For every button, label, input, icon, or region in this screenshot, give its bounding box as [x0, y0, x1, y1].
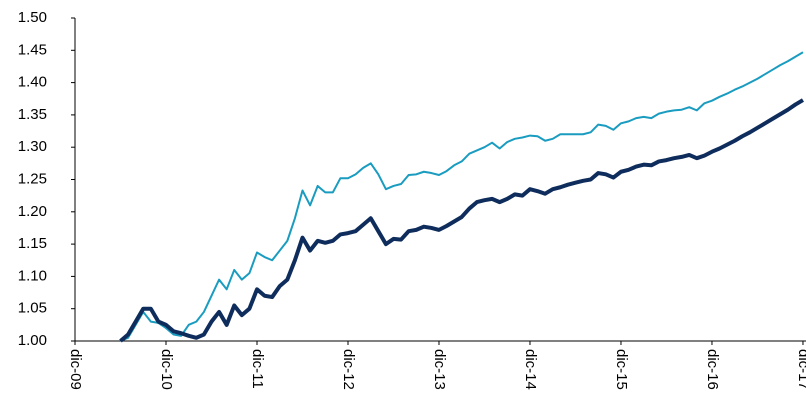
series-line [120, 51, 804, 342]
x-tick-label: dic-12 [340, 349, 357, 390]
y-tick-label: 1.15 [18, 235, 47, 252]
y-tick-label: 1.00 [18, 332, 47, 349]
x-tick-label: dic-11 [249, 349, 266, 389]
y-tick-label: 1.10 [18, 267, 47, 284]
x-tick-label: dic-09 [67, 349, 84, 390]
y-tick-label: 1.05 [18, 300, 47, 317]
x-tick-label: dic-17 [795, 349, 806, 390]
series-line [119, 98, 804, 343]
y-tick-label: 1.45 [18, 41, 47, 58]
y-tick-label: 1.30 [18, 138, 47, 155]
x-tick-label: dic-16 [704, 349, 721, 390]
y-tick-label: 1.40 [18, 74, 47, 91]
y-tick-label: 1.25 [18, 170, 47, 187]
y-tick-label: 1.20 [18, 203, 47, 220]
x-tick-label: dic-10 [158, 349, 175, 390]
x-tick-label: dic-15 [613, 349, 630, 390]
x-tick-label: dic-13 [431, 349, 448, 390]
y-tick-label: 1.50 [18, 9, 47, 26]
x-tick-label: dic-14 [522, 349, 539, 390]
y-tick-label: 1.35 [18, 106, 47, 123]
